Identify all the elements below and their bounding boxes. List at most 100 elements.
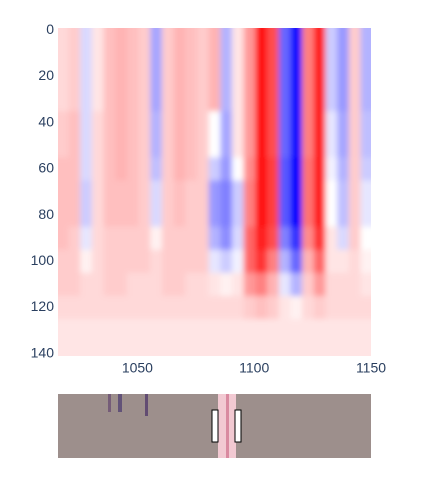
heatmap-cell bbox=[80, 64, 93, 89]
heatmap-cell bbox=[161, 134, 175, 158]
heatmap-cell bbox=[91, 28, 105, 43]
heatmap-cell bbox=[255, 41, 268, 66]
y-tick-label: 140 bbox=[31, 344, 55, 360]
heatmap-cell bbox=[126, 249, 140, 274]
heatmap-cell bbox=[115, 134, 128, 158]
heatmap-cell bbox=[360, 180, 371, 205]
heatmap-cell bbox=[290, 342, 303, 356]
heatmap-cell bbox=[126, 180, 140, 205]
heatmap-cell bbox=[103, 272, 116, 297]
heatmap-cell bbox=[325, 342, 338, 356]
heatmap-cell bbox=[243, 226, 256, 251]
heatmap-cell bbox=[337, 272, 350, 297]
heatmap-cell bbox=[126, 111, 140, 135]
heatmap-cell bbox=[115, 111, 128, 135]
heatmap-cell bbox=[267, 295, 280, 320]
heatmap-cell bbox=[278, 249, 292, 274]
heatmap-cell bbox=[267, 249, 280, 274]
heatmap-cell bbox=[196, 295, 210, 320]
heatmap-cell bbox=[58, 64, 70, 89]
heatmap-cell bbox=[325, 134, 338, 158]
heatmap-cell bbox=[80, 88, 93, 112]
heatmap-cell bbox=[103, 203, 116, 228]
heatmap-cell bbox=[68, 157, 81, 182]
heatmap-cell bbox=[290, 41, 303, 66]
heatmap-cell bbox=[138, 88, 151, 112]
heatmap-cell bbox=[196, 226, 210, 251]
heatmap-cell bbox=[337, 226, 350, 251]
heatmap-cell bbox=[243, 157, 256, 182]
heatmap-cell bbox=[290, 203, 303, 228]
heatmap-cell bbox=[278, 319, 292, 343]
heatmap-cell bbox=[103, 157, 116, 182]
heatmap-cell bbox=[243, 41, 256, 66]
heatmap-cell bbox=[267, 41, 280, 66]
heatmap-cell bbox=[80, 226, 93, 251]
heatmap-cell bbox=[290, 295, 303, 320]
heatmap-cell bbox=[138, 295, 151, 320]
heatmap-cell bbox=[232, 319, 245, 343]
heatmap-cell bbox=[348, 319, 362, 343]
heatmap-cell bbox=[232, 295, 245, 320]
heatmap-cell bbox=[313, 41, 327, 66]
heatmap-cell bbox=[150, 342, 163, 356]
heatmap-cell bbox=[138, 342, 151, 356]
heatmap-cell bbox=[68, 111, 81, 135]
heatmap-cell bbox=[150, 295, 163, 320]
heatmap-cell bbox=[138, 180, 151, 205]
slider-texture bbox=[145, 394, 148, 416]
heatmap-cell bbox=[232, 28, 245, 43]
heatmap-cell bbox=[185, 28, 198, 43]
heatmap-cell bbox=[150, 157, 163, 182]
heatmap-cell bbox=[325, 319, 338, 343]
heatmap-cell bbox=[243, 28, 256, 43]
heatmap-cell bbox=[161, 180, 175, 205]
heatmap-cell bbox=[337, 249, 350, 274]
heatmap-cell bbox=[220, 157, 233, 182]
heatmap-cell bbox=[302, 111, 315, 135]
heatmap-cell bbox=[115, 88, 128, 112]
range-slider[interactable] bbox=[58, 394, 371, 458]
slider-handle[interactable] bbox=[211, 409, 219, 443]
heatmap-cell bbox=[208, 28, 221, 43]
heatmap-cell bbox=[302, 157, 315, 182]
heatmap-cell bbox=[313, 64, 327, 89]
heatmap-cell bbox=[173, 203, 186, 228]
heatmap-cell bbox=[138, 41, 151, 66]
heatmap-cell bbox=[325, 249, 338, 274]
heatmap-cell bbox=[58, 28, 70, 43]
heatmap-cell bbox=[185, 249, 198, 274]
heatmap-cell bbox=[185, 180, 198, 205]
heatmap-cell bbox=[91, 226, 105, 251]
heatmap-cell bbox=[278, 41, 292, 66]
heatmap-cell bbox=[68, 134, 81, 158]
heatmap-cell bbox=[115, 157, 128, 182]
heatmap-cell bbox=[58, 157, 70, 182]
y-tick-label: 80 bbox=[38, 206, 54, 222]
slider-handle[interactable] bbox=[234, 409, 242, 443]
heatmap-cell bbox=[290, 272, 303, 297]
heatmap-cell bbox=[80, 134, 93, 158]
heatmap-cell bbox=[278, 88, 292, 112]
heatmap-cell bbox=[255, 88, 268, 112]
heatmap-cell bbox=[220, 319, 233, 343]
heatmap-cell bbox=[161, 111, 175, 135]
heatmap-cell bbox=[126, 134, 140, 158]
heatmap-cell bbox=[196, 342, 210, 356]
heatmap-cell bbox=[337, 180, 350, 205]
heatmap-cell bbox=[302, 272, 315, 297]
heatmap-cell bbox=[58, 203, 70, 228]
heatmap-cell bbox=[91, 64, 105, 89]
heatmap-cell bbox=[80, 41, 93, 66]
heatmap-cell bbox=[325, 41, 338, 66]
heatmap-cell bbox=[267, 272, 280, 297]
heatmap-cell bbox=[80, 342, 93, 356]
heatmap-cell bbox=[58, 319, 70, 343]
heatmap-cell bbox=[313, 180, 327, 205]
heatmap-cell bbox=[208, 342, 221, 356]
heatmap-cell bbox=[290, 134, 303, 158]
heatmap-cell bbox=[196, 157, 210, 182]
heatmap-cell bbox=[255, 319, 268, 343]
heatmap-cell bbox=[232, 226, 245, 251]
heatmap-cell bbox=[68, 272, 81, 297]
